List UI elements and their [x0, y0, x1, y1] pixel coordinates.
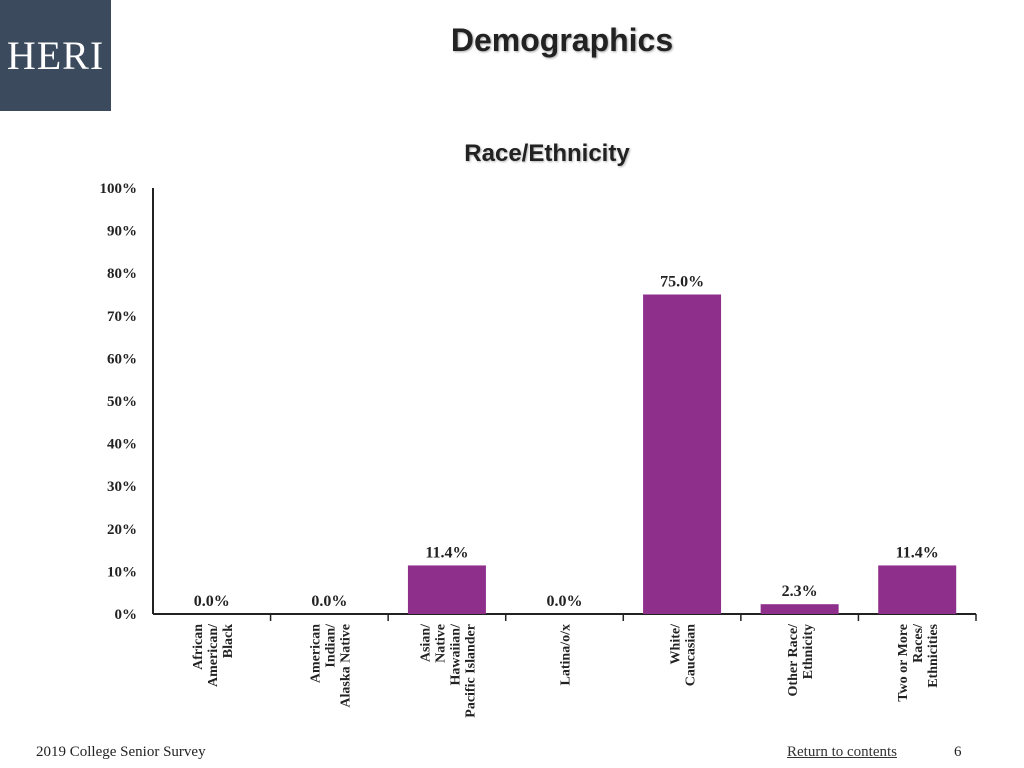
category-label-line: Ethnicity — [801, 624, 816, 679]
y-tick-label: 10% — [107, 564, 137, 580]
y-tick-label: 50% — [107, 394, 137, 410]
category-label-line: Other Race/ — [786, 623, 801, 697]
category-label-line: Alaska Native — [338, 624, 353, 708]
category-label-line: Ethnicities — [926, 623, 941, 687]
bar — [643, 294, 722, 614]
category-label-line: Pacific Islander — [463, 624, 478, 718]
category-label-line: American — [308, 624, 323, 683]
y-tick-label: 40% — [107, 437, 137, 453]
category-label-line: Asian/ — [418, 623, 433, 662]
category-label-line: Caucasian — [684, 624, 699, 686]
y-tick-label: 100% — [100, 181, 138, 197]
category-label-line: Black — [221, 624, 236, 658]
bar — [407, 565, 486, 614]
category-label: African American/Black — [191, 623, 236, 687]
category-label-line: Races/ — [911, 623, 926, 663]
y-tick-label: 0% — [115, 607, 138, 623]
category-label: Latina/o/x — [559, 624, 574, 685]
category-label: Asian/Native Hawaiian/Pacific Islander — [418, 623, 478, 718]
category-label-line: Two or More — [896, 624, 911, 702]
heri-logo: HERI — [0, 0, 111, 111]
bar — [878, 565, 957, 614]
category-label-line: African — [191, 624, 206, 670]
logo-text: HERI — [6, 33, 105, 78]
bar — [760, 604, 839, 614]
category-label-line: White/ — [669, 623, 684, 665]
data-label: 0.0% — [194, 593, 230, 610]
category-label-line: Latina/o/x — [559, 624, 574, 685]
category-label: Other Race/Ethnicity — [786, 623, 816, 697]
survey-name: 2019 College Senior Survey — [36, 744, 206, 760]
category-label-line: Native — [433, 624, 448, 663]
bar-chart: 0% 10% 20% 30% 40% 50% 60% 70% 80% 90% 100% 0.0% Afr… — [100, 181, 977, 718]
page-title: Demographics — [450, 22, 674, 58]
y-tick-label: 60% — [107, 351, 137, 367]
data-label: 75.0% — [660, 274, 704, 291]
data-label: 0.0% — [547, 593, 583, 610]
chart-title: Race/Ethnicity — [464, 140, 630, 167]
category-label: Two or More Races/Ethnicities — [896, 623, 941, 702]
category-label: White/Caucasian — [669, 623, 699, 686]
y-tick-label: 70% — [107, 309, 137, 325]
page-number: 6 — [954, 744, 962, 760]
category-label-line: Indian/ — [323, 623, 338, 668]
y-tick-label: 20% — [107, 522, 137, 538]
data-label: 11.4% — [425, 544, 468, 561]
category-label-line: American/ — [206, 623, 221, 687]
y-tick-label: 80% — [107, 266, 137, 282]
y-tick-label: 90% — [107, 224, 137, 240]
data-label: 0.0% — [311, 593, 347, 610]
return-to-contents-link[interactable]: Return to contents — [787, 744, 897, 760]
category-label: American Indian/Alaska Native — [308, 623, 353, 708]
data-label: 2.3% — [782, 583, 818, 600]
category-label-line: Hawaiian/ — [448, 623, 463, 686]
data-label: 11.4% — [896, 544, 939, 561]
y-tick-label: 30% — [107, 479, 137, 495]
